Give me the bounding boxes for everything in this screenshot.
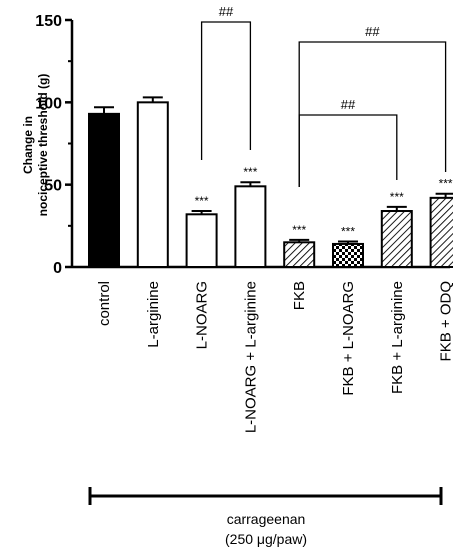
x-tick-label-8: FKB + ODQ — [438, 281, 453, 361]
y-tick-label-50: 50 — [44, 178, 62, 195]
significance-label-5: *** — [292, 223, 306, 237]
y-tick-label-100: 100 — [35, 95, 62, 112]
significance-label-3: *** — [195, 194, 209, 208]
y-axis-title: Change in nociceptive threshold (g) — [21, 74, 50, 217]
significance-label-6: *** — [341, 224, 355, 238]
bar-5 — [283, 241, 316, 269]
bar-6 — [332, 242, 364, 269]
bracket-1 — [200, 21, 252, 160]
bars-group — [88, 96, 453, 269]
bracket-label-1: ## — [219, 4, 234, 19]
x-tick-label-6: FKB + L-NOARG — [340, 281, 357, 396]
bracket-3 — [298, 114, 398, 187]
x-tick-label-4: L-NOARG + L-arginine — [242, 281, 259, 433]
y-tick-label-150: 150 — [35, 13, 62, 30]
bar-7 — [380, 210, 413, 269]
treatment-bar: carrageenan (250 μg/paw) — [88, 487, 443, 547]
treatment-label-line2: (250 μg/paw) — [225, 531, 307, 547]
y-axis-title-line1: Change in — [21, 116, 35, 174]
significance-label-4: *** — [243, 165, 257, 179]
bar-1 — [88, 112, 120, 268]
bracket-label-3: ## — [341, 97, 356, 112]
treatment-label-line1: carrageenan — [227, 511, 306, 527]
bar-3 — [185, 213, 218, 269]
y-axis-title-line2: nociceptive threshold (g) — [36, 74, 50, 217]
significance-label-8: *** — [439, 177, 453, 191]
y-tick-label-0: 0 — [53, 260, 62, 277]
annotations-group: *** *** *** *** *** *** ## ## ## — [195, 4, 453, 238]
bar-8 — [429, 196, 453, 268]
x-tick-label-7: FKB + L-arginine — [389, 281, 406, 394]
x-tick-label-5: FKB — [291, 281, 308, 310]
x-tick-labels: control L-arginine L-NOARG L-NOARG + L-argi… — [96, 281, 453, 433]
x-tick-label-3: L-NOARG — [194, 281, 211, 349]
x-tick-label-2: L-arginine — [145, 281, 162, 348]
bracket-label-2: ## — [365, 24, 380, 39]
bar-2 — [136, 101, 169, 269]
bar-4 — [234, 185, 267, 269]
significance-label-7: *** — [390, 190, 404, 204]
x-tick-label-1: control — [96, 281, 113, 326]
